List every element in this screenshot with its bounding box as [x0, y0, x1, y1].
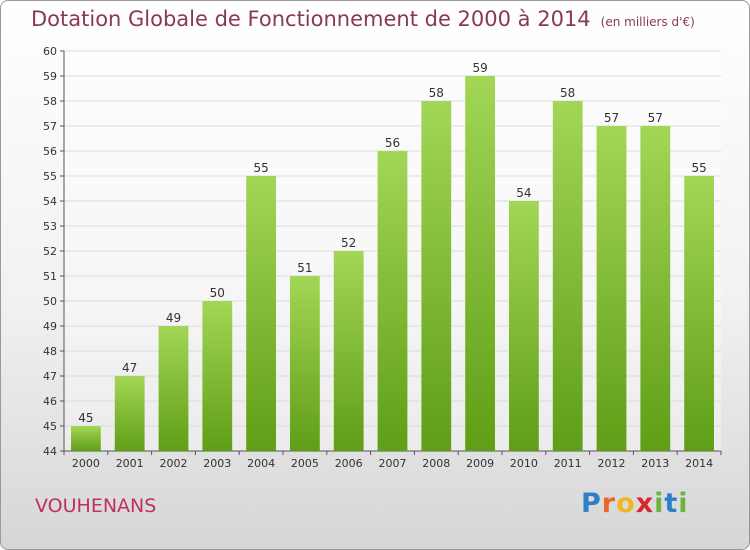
y-tick-label: 54 [43, 195, 57, 208]
data-label-2006: 52 [341, 236, 356, 250]
data-label-2008: 58 [429, 86, 444, 100]
x-tick-label: 2007 [379, 457, 407, 470]
data-label-2001: 47 [122, 361, 137, 375]
x-tick-label: 2014 [685, 457, 713, 470]
y-tick-label: 44 [43, 445, 57, 458]
bar-2008 [421, 101, 452, 451]
data-label-2009: 59 [472, 61, 487, 75]
title-line: Dotation Globale de Fonctionnement de 20… [31, 7, 695, 31]
x-tick-label: 2003 [203, 457, 231, 470]
bar-2002 [158, 326, 189, 451]
bar-2003 [202, 301, 233, 451]
bar-2012 [596, 126, 627, 451]
y-tick-label: 52 [43, 245, 57, 258]
bar-2004 [246, 176, 276, 451]
data-label-2013: 57 [648, 111, 663, 125]
x-tick-label: 2011 [554, 457, 582, 470]
bar-2013 [640, 126, 671, 451]
y-tick-label: 48 [43, 345, 57, 358]
x-tick-label: 2009 [466, 457, 494, 470]
data-label-2007: 56 [385, 136, 400, 150]
bar-layer [71, 76, 714, 451]
data-label-2002: 49 [166, 311, 181, 325]
logo-letter: i [654, 488, 665, 519]
x-tick-label: 2002 [160, 457, 188, 470]
data-label-2012: 57 [604, 111, 619, 125]
logo-letter: t [664, 488, 679, 519]
logo-letter: x [635, 488, 655, 519]
y-tick-label: 60 [43, 45, 57, 58]
y-tick-label: 53 [43, 220, 57, 233]
bar-2005 [290, 276, 320, 451]
x-tick-label: 2012 [598, 457, 626, 470]
x-tick-label: 2010 [510, 457, 538, 470]
y-tick-label: 58 [43, 95, 57, 108]
y-tick-label: 55 [43, 170, 57, 183]
chart-title: Dotation Globale de Fonctionnement de 20… [31, 7, 591, 31]
y-tick-label: 46 [43, 395, 57, 408]
data-label-2011: 58 [560, 86, 575, 100]
data-label-2003: 50 [210, 286, 225, 300]
x-tick-label: 2001 [116, 457, 144, 470]
bar-2010 [509, 201, 539, 451]
y-tick-label: 59 [43, 70, 57, 83]
label-layer: 44 45 46 47 48 49 50 51 52 53 54 55 56 57 58 59 60 45 2000… [43, 45, 713, 470]
x-tick-label: 2005 [291, 457, 319, 470]
x-tick-label: 2008 [422, 457, 450, 470]
x-tick-label: 2000 [72, 457, 100, 470]
bar-2014 [684, 176, 714, 451]
logo-letter: P [581, 488, 602, 519]
bar-2000 [71, 426, 101, 451]
bar-2006 [333, 251, 364, 451]
y-tick-label: 56 [43, 145, 57, 158]
logo-letter: i [678, 488, 689, 519]
logo-letter: o [616, 488, 636, 519]
chart-subtitle: (en milliers d'€) [600, 15, 695, 29]
bar-2001 [114, 376, 145, 451]
bar-2009 [465, 76, 495, 451]
y-tick-label: 51 [43, 270, 57, 283]
logo-letter: r [601, 488, 617, 519]
y-tick-label: 47 [43, 370, 57, 383]
data-label-2000: 45 [78, 411, 93, 425]
data-label-2014: 55 [691, 161, 706, 175]
data-label-2010: 54 [516, 186, 531, 200]
x-tick-label: 2006 [335, 457, 363, 470]
bar-2007 [377, 151, 408, 451]
x-tick-label: 2004 [247, 457, 275, 470]
data-label-2005: 51 [297, 261, 312, 275]
bar-2011 [552, 101, 583, 451]
data-label-2004: 55 [253, 161, 268, 175]
y-tick-label: 50 [43, 295, 57, 308]
place-name: VOUHENANS [35, 495, 157, 517]
x-tick-label: 2013 [641, 457, 669, 470]
y-tick-label: 45 [43, 420, 57, 433]
y-tick-label: 49 [43, 320, 57, 333]
y-tick-label: 57 [43, 120, 57, 133]
proxiti-logo: Proxiti [581, 488, 689, 519]
